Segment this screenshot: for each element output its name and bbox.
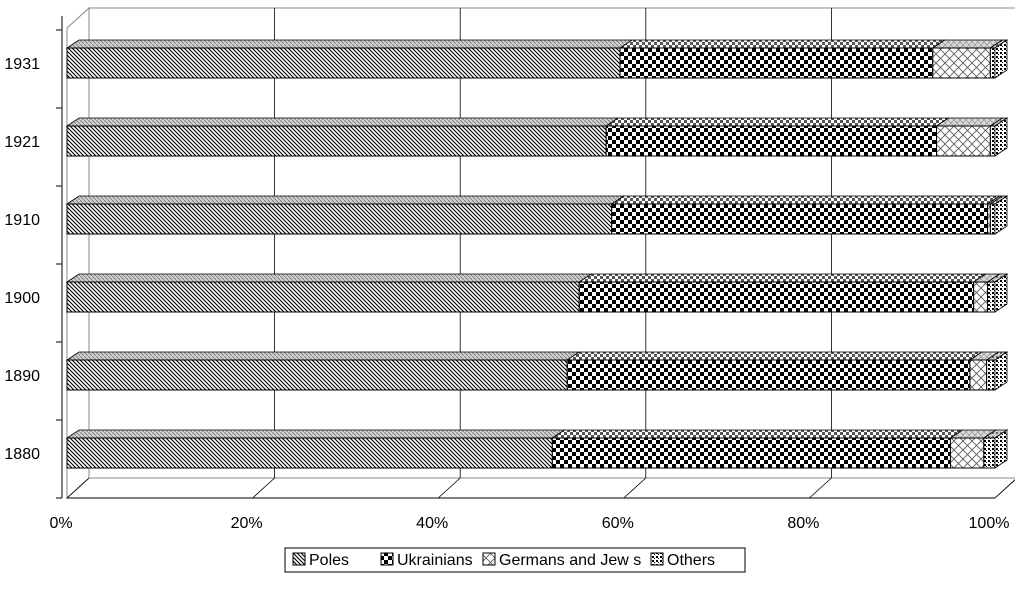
legend-label: Germans and Jew s (499, 552, 641, 569)
bar-segment (985, 351, 1009, 391)
legend-swatch (482, 552, 496, 566)
legend-box (284, 547, 746, 573)
plot-frame (65, 6, 1015, 500)
x-tick-label: 60% (602, 515, 634, 532)
bar-segment (610, 195, 1001, 235)
floor-gridline (809, 477, 832, 499)
bar-segment (65, 195, 626, 235)
side-wall (66, 6, 90, 500)
bar-segment (65, 273, 593, 313)
legend: Poles Ukrainians Germans and Jew s Others (284, 547, 746, 573)
bar-segment (931, 39, 1004, 79)
y-axis: 1931 1921 1910 1900 1890 1880 (4, 16, 63, 499)
bar-segment (551, 429, 964, 469)
bar-segment (989, 39, 1009, 79)
y-tick-label: 1931 (4, 56, 40, 73)
legend-swatch (380, 552, 394, 566)
bar-segment (949, 429, 998, 469)
bar-segment (577, 273, 987, 313)
bar-segment (968, 351, 1000, 391)
bar-segment (972, 273, 1001, 313)
floor-gridline (623, 477, 647, 499)
floor-gridline (252, 477, 275, 499)
legend-label: Ukrainians (397, 552, 473, 569)
y-tick-label: 1900 (4, 290, 40, 307)
bar-segment (986, 273, 1009, 313)
y-tick-label: 1910 (4, 212, 40, 229)
y-tick-label: 1921 (4, 134, 40, 151)
bar-segment (65, 117, 620, 157)
bar-segment (65, 39, 634, 79)
x-tick-label: 100% (969, 515, 1010, 532)
bar-segment (565, 351, 984, 391)
back-wall (88, 7, 1015, 479)
y-tick-label: 1890 (4, 368, 40, 385)
bar-segment (982, 429, 1009, 469)
floor-gridline (994, 479, 1015, 499)
x-axis: 0% 20% 40% 60% 80% 100% (49, 497, 1010, 532)
y-tick-label: 1880 (4, 446, 40, 463)
legend-label: Others (667, 552, 715, 569)
legend-swatch (650, 552, 664, 566)
bar-segment (989, 195, 1009, 235)
x-tick-label: 80% (787, 515, 819, 532)
bar-segment (935, 117, 1004, 157)
bar-segment (618, 39, 947, 79)
x-tick-label: 20% (231, 515, 263, 532)
x-tick-label: 40% (416, 515, 448, 532)
x-tick-label: 0% (49, 515, 72, 532)
bar-segment (65, 429, 566, 469)
legend-swatch (292, 552, 306, 566)
legend-label: Poles (309, 552, 349, 569)
floor (65, 477, 1015, 499)
gridlines (66, 8, 1015, 499)
bar-segment (65, 351, 581, 391)
bar-segment (989, 117, 1009, 157)
floor-gridline (437, 477, 461, 499)
floor-gridline (66, 477, 90, 499)
bar-segment (604, 117, 950, 157)
bars (65, 39, 1009, 469)
